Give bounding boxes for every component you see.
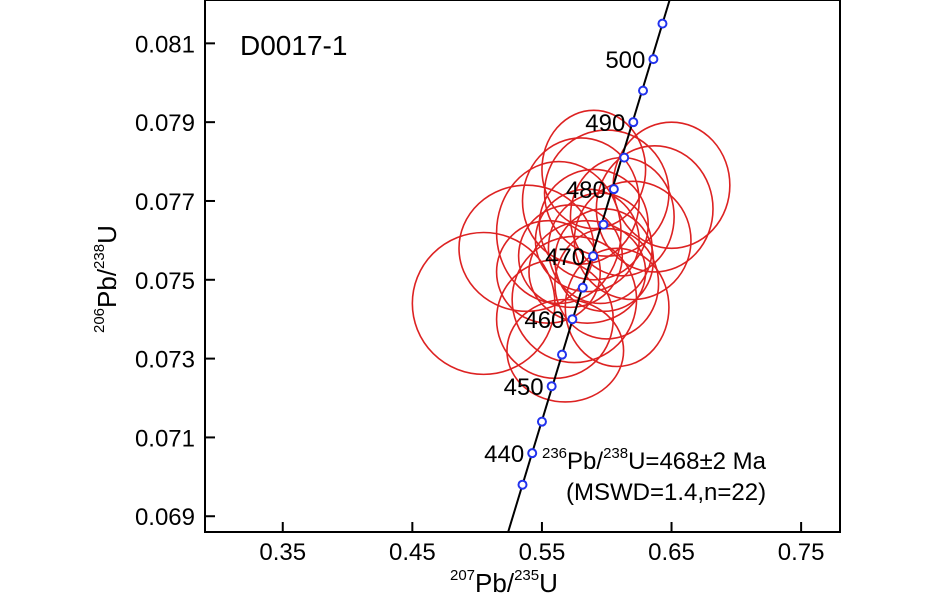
y-tick-label: 0.069: [135, 504, 195, 531]
error-ellipse: [495, 219, 602, 324]
plot-frame: [204, 0, 841, 533]
y-tick-label: 0.073: [135, 347, 195, 374]
concordia-age-markers: [517, 18, 668, 490]
result-annotation: 236Pb/238U=468±2 Ma (MSWD=1.4,n=22): [542, 445, 767, 506]
concordia-marker: [567, 314, 578, 325]
y-tick-label: 0.071: [135, 425, 195, 452]
error-ellipse: [541, 109, 647, 230]
error-ellipse: [538, 168, 650, 281]
error-ellipse: [554, 227, 660, 340]
x-tick-label: 0.35: [259, 539, 306, 566]
concordia-marker: [588, 251, 599, 262]
concordia-marker: [598, 219, 609, 230]
y-tick-label: 0.081: [135, 31, 195, 58]
age-label: 480: [566, 177, 606, 204]
error-ellipse: [573, 180, 692, 301]
concordia-marker: [536, 416, 547, 427]
error-ellipse: [554, 208, 655, 313]
age-label: 450: [504, 374, 544, 401]
x-tick-label: 0.45: [389, 539, 436, 566]
x-tick-label: 0.75: [778, 539, 825, 566]
error-ellipse: [517, 204, 624, 309]
error-ellipse: [534, 188, 640, 293]
age-label: 440: [484, 441, 524, 468]
x-axis-ticks: 0.35 0.45 0.55 0.65 0.75: [259, 522, 824, 566]
plot-area: [205, 0, 840, 532]
age-label: 470: [545, 244, 585, 271]
concordia-marker: [546, 381, 557, 392]
error-ellipses: [411, 109, 731, 403]
x-tick-label: 0.65: [648, 539, 695, 566]
concordia-marker: [628, 117, 639, 128]
sample-label: D0017-1: [240, 30, 347, 61]
concordia-marker: [557, 349, 568, 360]
result-line-1: 236Pb/238U=468±2 Ma: [542, 445, 767, 475]
x-axis-title: 207Pb/235U: [450, 567, 558, 594]
y-tick-label: 0.079: [135, 110, 195, 137]
age-label: 460: [524, 307, 564, 334]
concordia-marker: [648, 54, 659, 65]
concordia-marker: [657, 18, 668, 29]
x-tick-label: 0.55: [519, 539, 566, 566]
result-line-2: (MSWD=1.4,n=22): [566, 479, 766, 506]
concordia-marker: [517, 479, 528, 490]
concordia-marker: [577, 282, 588, 293]
age-label: 490: [585, 110, 625, 137]
age-label: 500: [605, 47, 645, 74]
y-axis-title: 206Pb/238U: [91, 225, 122, 333]
y-tick-label: 0.075: [135, 268, 195, 295]
concordia-marker: [619, 152, 630, 163]
concordia-marker: [527, 448, 538, 459]
concordia-marker: [638, 85, 649, 96]
concordia-marker: [608, 184, 619, 195]
y-tick-label: 0.077: [135, 189, 195, 216]
y-axis-ticks: 0.069 0.071 0.073 0.075 0.077 0.079 0.081: [135, 31, 215, 531]
concordia-age-labels: 440 450 460 470 480 490 500: [484, 47, 645, 468]
